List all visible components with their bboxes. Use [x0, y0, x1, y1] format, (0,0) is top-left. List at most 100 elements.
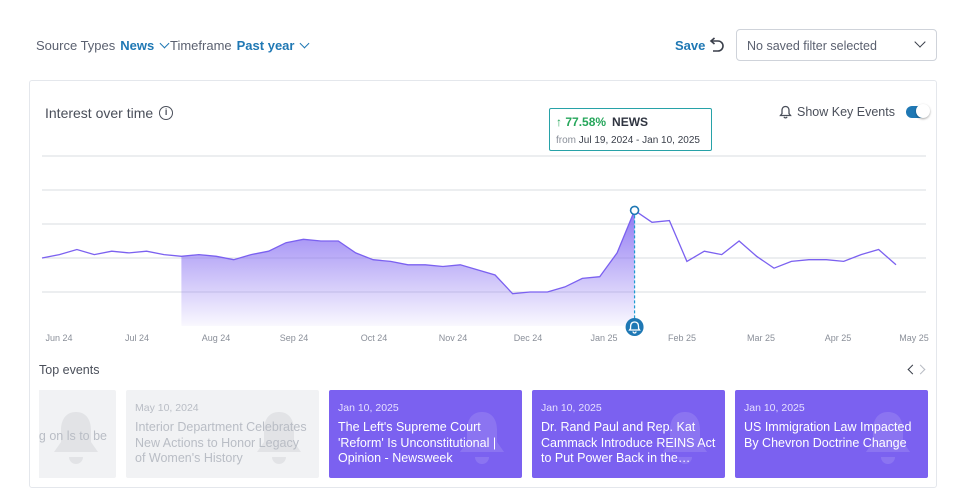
data-point[interactable]	[371, 258, 375, 262]
x-tick-label: Apr 25	[825, 333, 852, 343]
data-point[interactable]	[336, 239, 340, 243]
key-events-label: Show Key Events	[797, 105, 895, 119]
event-headline: Interior Department Celebrates New Actio…	[135, 420, 307, 465]
x-tick-label: Dec 24	[514, 333, 543, 343]
saved-filter-value: No saved filter selected	[747, 39, 877, 53]
event-card[interactable]: harking on ls to be	[39, 390, 116, 478]
event-headline: harking on ls to be	[39, 429, 107, 443]
data-point[interactable]	[894, 263, 898, 267]
data-point[interactable]	[145, 249, 149, 253]
timeframe-label: Timeframe	[170, 38, 232, 53]
data-point[interactable]	[667, 219, 671, 223]
x-tick-label: Sep 24	[280, 333, 309, 343]
data-point[interactable]	[563, 285, 567, 289]
card-title-text: Interest over time	[45, 105, 154, 121]
source-types-filter[interactable]: Source Types News	[36, 38, 170, 53]
events-carousel: harking on ls to be May 10, 2024 Interio…	[39, 390, 928, 478]
x-tick-label: Nov 24	[439, 333, 468, 343]
data-point[interactable]	[493, 273, 497, 277]
data-point[interactable]	[57, 253, 61, 257]
data-point[interactable]	[476, 268, 480, 272]
data-point[interactable]	[232, 258, 236, 262]
tooltip-range-line: from Jul 19, 2024 - Jan 10, 2025	[556, 135, 711, 146]
data-point[interactable]	[650, 220, 654, 224]
bell-icon	[257, 412, 301, 464]
data-point[interactable]	[877, 248, 881, 252]
data-point[interactable]	[755, 254, 759, 258]
data-point[interactable]	[528, 290, 532, 294]
data-point[interactable]	[859, 253, 863, 257]
undo-icon[interactable]	[706, 35, 726, 55]
data-point[interactable]	[75, 248, 79, 252]
save-button[interactable]: Save	[675, 38, 706, 53]
event-date: Jan 10, 2025	[744, 402, 805, 414]
chart-series-line	[41, 209, 897, 295]
data-point[interactable]	[127, 251, 131, 255]
data-point[interactable]	[545, 290, 549, 294]
x-tick-label: Jan 25	[590, 333, 617, 343]
highlight-point[interactable]	[629, 205, 640, 216]
data-point[interactable]	[824, 258, 828, 262]
data-point[interactable]	[284, 241, 288, 245]
event-card[interactable]: Jan 10, 2025 The Left's Supreme Court 'R…	[329, 390, 522, 478]
timeframe-value[interactable]: Past year	[236, 38, 295, 53]
x-tick-label: Mar 25	[747, 333, 775, 343]
data-point[interactable]	[737, 239, 741, 243]
data-point[interactable]	[319, 239, 323, 243]
data-point[interactable]	[789, 259, 793, 263]
data-point[interactable]	[511, 292, 515, 296]
data-point[interactable]	[389, 259, 393, 263]
event-card[interactable]: Jan 10, 2025 Dr. Rand Paul and Rep. Kat …	[532, 390, 725, 478]
data-point[interactable]	[249, 253, 253, 257]
source-types-label: Source Types	[36, 38, 116, 53]
tooltip-change: ↑ 77.58%	[556, 115, 607, 129]
key-event-bell-icon[interactable]	[625, 318, 644, 336]
x-tick-label: Oct 24	[361, 333, 388, 343]
event-card[interactable]: Jan 10, 2025 US Immigration Law Impacted…	[735, 390, 928, 478]
timeframe-filter[interactable]: Timeframe Past year	[170, 38, 310, 53]
data-point[interactable]	[354, 251, 358, 255]
key-events-toggle[interactable]	[905, 104, 930, 118]
event-card[interactable]: May 10, 2024 Interior Department Celebra…	[126, 390, 319, 478]
tooltip-from-label: from	[556, 135, 576, 146]
data-point[interactable]	[458, 263, 462, 267]
source-types-value[interactable]: News	[120, 38, 155, 53]
data-point[interactable]	[197, 253, 201, 257]
data-point[interactable]	[214, 254, 218, 258]
data-point[interactable]	[179, 254, 183, 258]
data-point[interactable]	[615, 251, 619, 255]
show-key-events[interactable]: Show Key Events	[779, 104, 930, 119]
bell-icon	[779, 105, 792, 119]
event-headline: Dr. Rand Paul and Rep. Kat Cammack Intro…	[541, 420, 716, 465]
data-point[interactable]	[441, 265, 445, 269]
tooltip-range: Jul 19, 2024 - Jan 10, 2025	[578, 135, 700, 146]
data-point[interactable]	[807, 258, 811, 262]
chart-tooltip: ↑ 77.58% NEWS from Jul 19, 2024 - Jan 10…	[549, 108, 712, 151]
data-point[interactable]	[40, 256, 44, 260]
event-headline: The Left's Supreme Court 'Reform' Is Unc…	[338, 420, 497, 465]
bell-icon	[866, 412, 910, 464]
data-point[interactable]	[842, 259, 846, 263]
data-point[interactable]	[423, 263, 427, 267]
data-point[interactable]	[301, 237, 305, 241]
data-point[interactable]	[110, 249, 114, 253]
data-point[interactable]	[685, 259, 689, 263]
data-point[interactable]	[92, 253, 96, 257]
event-headline: US Immigration Law Impacted By Chevron D…	[744, 420, 912, 450]
bell-icon	[54, 412, 98, 464]
filter-bar: Source Types News Timeframe Past year Sa…	[0, 0, 966, 80]
x-tick-label: Jul 24	[125, 333, 149, 343]
data-point[interactable]	[406, 263, 410, 267]
data-point[interactable]	[720, 253, 724, 257]
interest-card	[29, 80, 937, 488]
data-point[interactable]	[580, 276, 584, 280]
saved-filter-select[interactable]: No saved filter selected	[736, 29, 937, 61]
x-tick-label: May 25	[899, 333, 929, 343]
data-point[interactable]	[162, 253, 166, 257]
data-point[interactable]	[702, 249, 706, 253]
data-point[interactable]	[598, 275, 602, 279]
info-icon[interactable]: i	[159, 106, 174, 120]
chart-area-fill	[181, 210, 635, 326]
data-point[interactable]	[772, 266, 776, 270]
data-point[interactable]	[267, 249, 271, 253]
